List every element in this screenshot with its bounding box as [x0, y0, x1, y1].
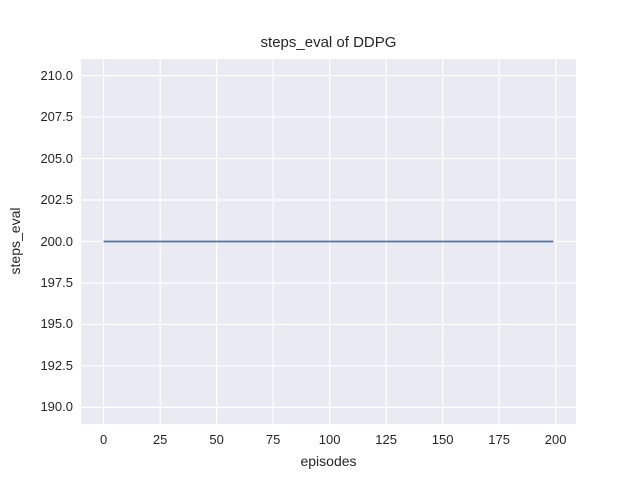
- x-tick-label: 50: [209, 432, 224, 447]
- y-tick-label: 200.0: [40, 233, 73, 249]
- y-tick-label: 195.0: [40, 316, 73, 332]
- y-tick-label: 202.5: [40, 192, 73, 208]
- y-tick-label: 207.5: [40, 109, 73, 125]
- x-tick-label: 175: [488, 432, 510, 447]
- x-tick-label: 75: [265, 432, 281, 447]
- x-tick-label: 125: [375, 432, 397, 447]
- chart-canvas: [81, 59, 576, 424]
- x-tick-label: 100: [318, 432, 341, 447]
- x-tick-label: 200: [544, 432, 567, 447]
- y-axis-label: steps_eval: [7, 207, 23, 275]
- x-tick-label: 25: [152, 432, 168, 447]
- y-tick-label: 205.0: [40, 150, 73, 166]
- x-axis-label: episodes: [300, 453, 357, 469]
- x-tick-label: 150: [431, 432, 454, 447]
- y-tick-label: 190.0: [40, 399, 73, 415]
- y-tick-label: 210.0: [40, 67, 73, 83]
- y-tick-label: 197.5: [40, 274, 73, 290]
- plot-area: [81, 59, 576, 424]
- chart-title: steps_eval of DDPG: [260, 34, 397, 51]
- x-tick-label: 0: [99, 432, 108, 447]
- y-tick-label: 192.5: [40, 357, 73, 373]
